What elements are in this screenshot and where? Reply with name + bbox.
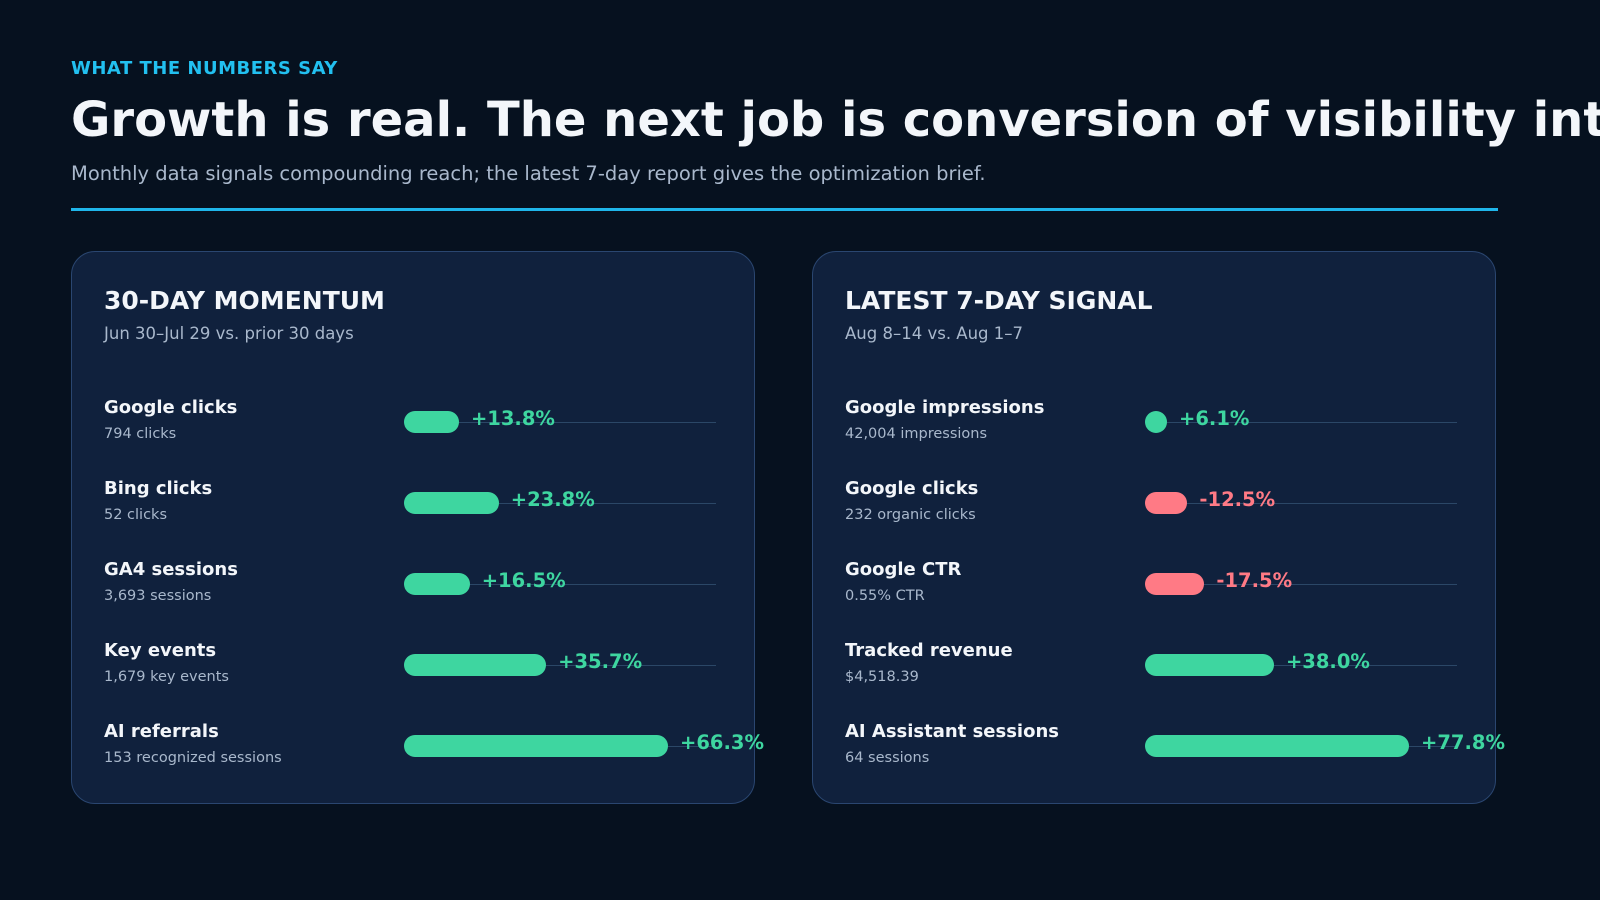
bar [404,411,459,433]
panel-subtitle: Aug 8–14 vs. Aug 1–7 [845,324,1024,343]
row-detail: 794 clicks [104,426,177,442]
subtitle: Monthly data signals compounding reach; … [71,162,986,185]
panel-title: LATEST 7-DAY SIGNAL [845,286,1153,315]
row-detail: 1,679 key events [104,669,229,685]
value-label: +6.1% [1179,407,1250,430]
bar [1145,492,1188,514]
bar-track [1145,422,1457,423]
value-label: +13.8% [470,407,555,430]
bar-track [1145,584,1457,585]
panel-title: 30-DAY MOMENTUM [104,286,385,315]
divider [71,208,1498,211]
bar [1145,735,1409,757]
headline: Growth is real. The next job is conversi… [71,92,1600,148]
row-detail: $4,518.39 [845,669,919,685]
bar-track [404,503,716,504]
bar [404,573,470,595]
row-detail: 3,693 sessions [104,588,212,604]
row-detail: 64 sessions [845,750,930,766]
eyebrow: WHAT THE NUMBERS SAY [71,58,338,79]
value-label: +38.0% [1285,650,1370,673]
bar [1145,573,1205,595]
row-label: AI Assistant sessions [845,721,1059,742]
value-label: +35.7% [558,650,643,673]
row-label: Google clicks [845,478,979,499]
row-detail: 0.55% CTR [845,588,925,604]
bar [1145,654,1274,676]
row-label: AI referrals [104,721,219,742]
value-label: +23.8% [510,488,595,511]
bar-track [1145,503,1457,504]
row-detail: 42,004 impressions [845,426,988,442]
bar-track [1145,665,1457,666]
row-detail: 52 clicks [104,507,168,523]
bar-track [404,584,716,585]
row-label: Google clicks [104,397,238,418]
panel: LATEST 7-DAY SIGNAL Aug 8–14 vs. Aug 1–7 G… [812,251,1505,804]
value-label: +16.5% [481,569,566,592]
value-label: -12.5% [1199,488,1276,511]
row-detail: 153 recognized sessions [104,750,282,766]
row-label: Tracked revenue [845,640,1013,661]
row-label: Key events [104,640,217,661]
bar-track [404,422,716,423]
value-label: +77.8% [1421,731,1505,754]
bar [404,492,499,514]
value-label: -17.5% [1216,569,1293,592]
row-label: GA4 sessions [104,559,238,580]
panel-subtitle: Jun 30–Jul 29 vs. prior 30 days [104,324,354,343]
bar-track [404,665,716,666]
row-label: Google impressions [845,397,1045,418]
row-detail: 232 organic clicks [845,507,976,523]
bar [1145,411,1167,433]
row-label: Google CTR [845,559,962,580]
panel: 30-DAY MOMENTUM Jun 30–Jul 29 vs. prior 3… [71,251,764,804]
value-label: +66.3% [680,731,764,754]
bar [404,654,547,676]
bar [404,735,668,757]
row-label: Bing clicks [104,478,213,499]
